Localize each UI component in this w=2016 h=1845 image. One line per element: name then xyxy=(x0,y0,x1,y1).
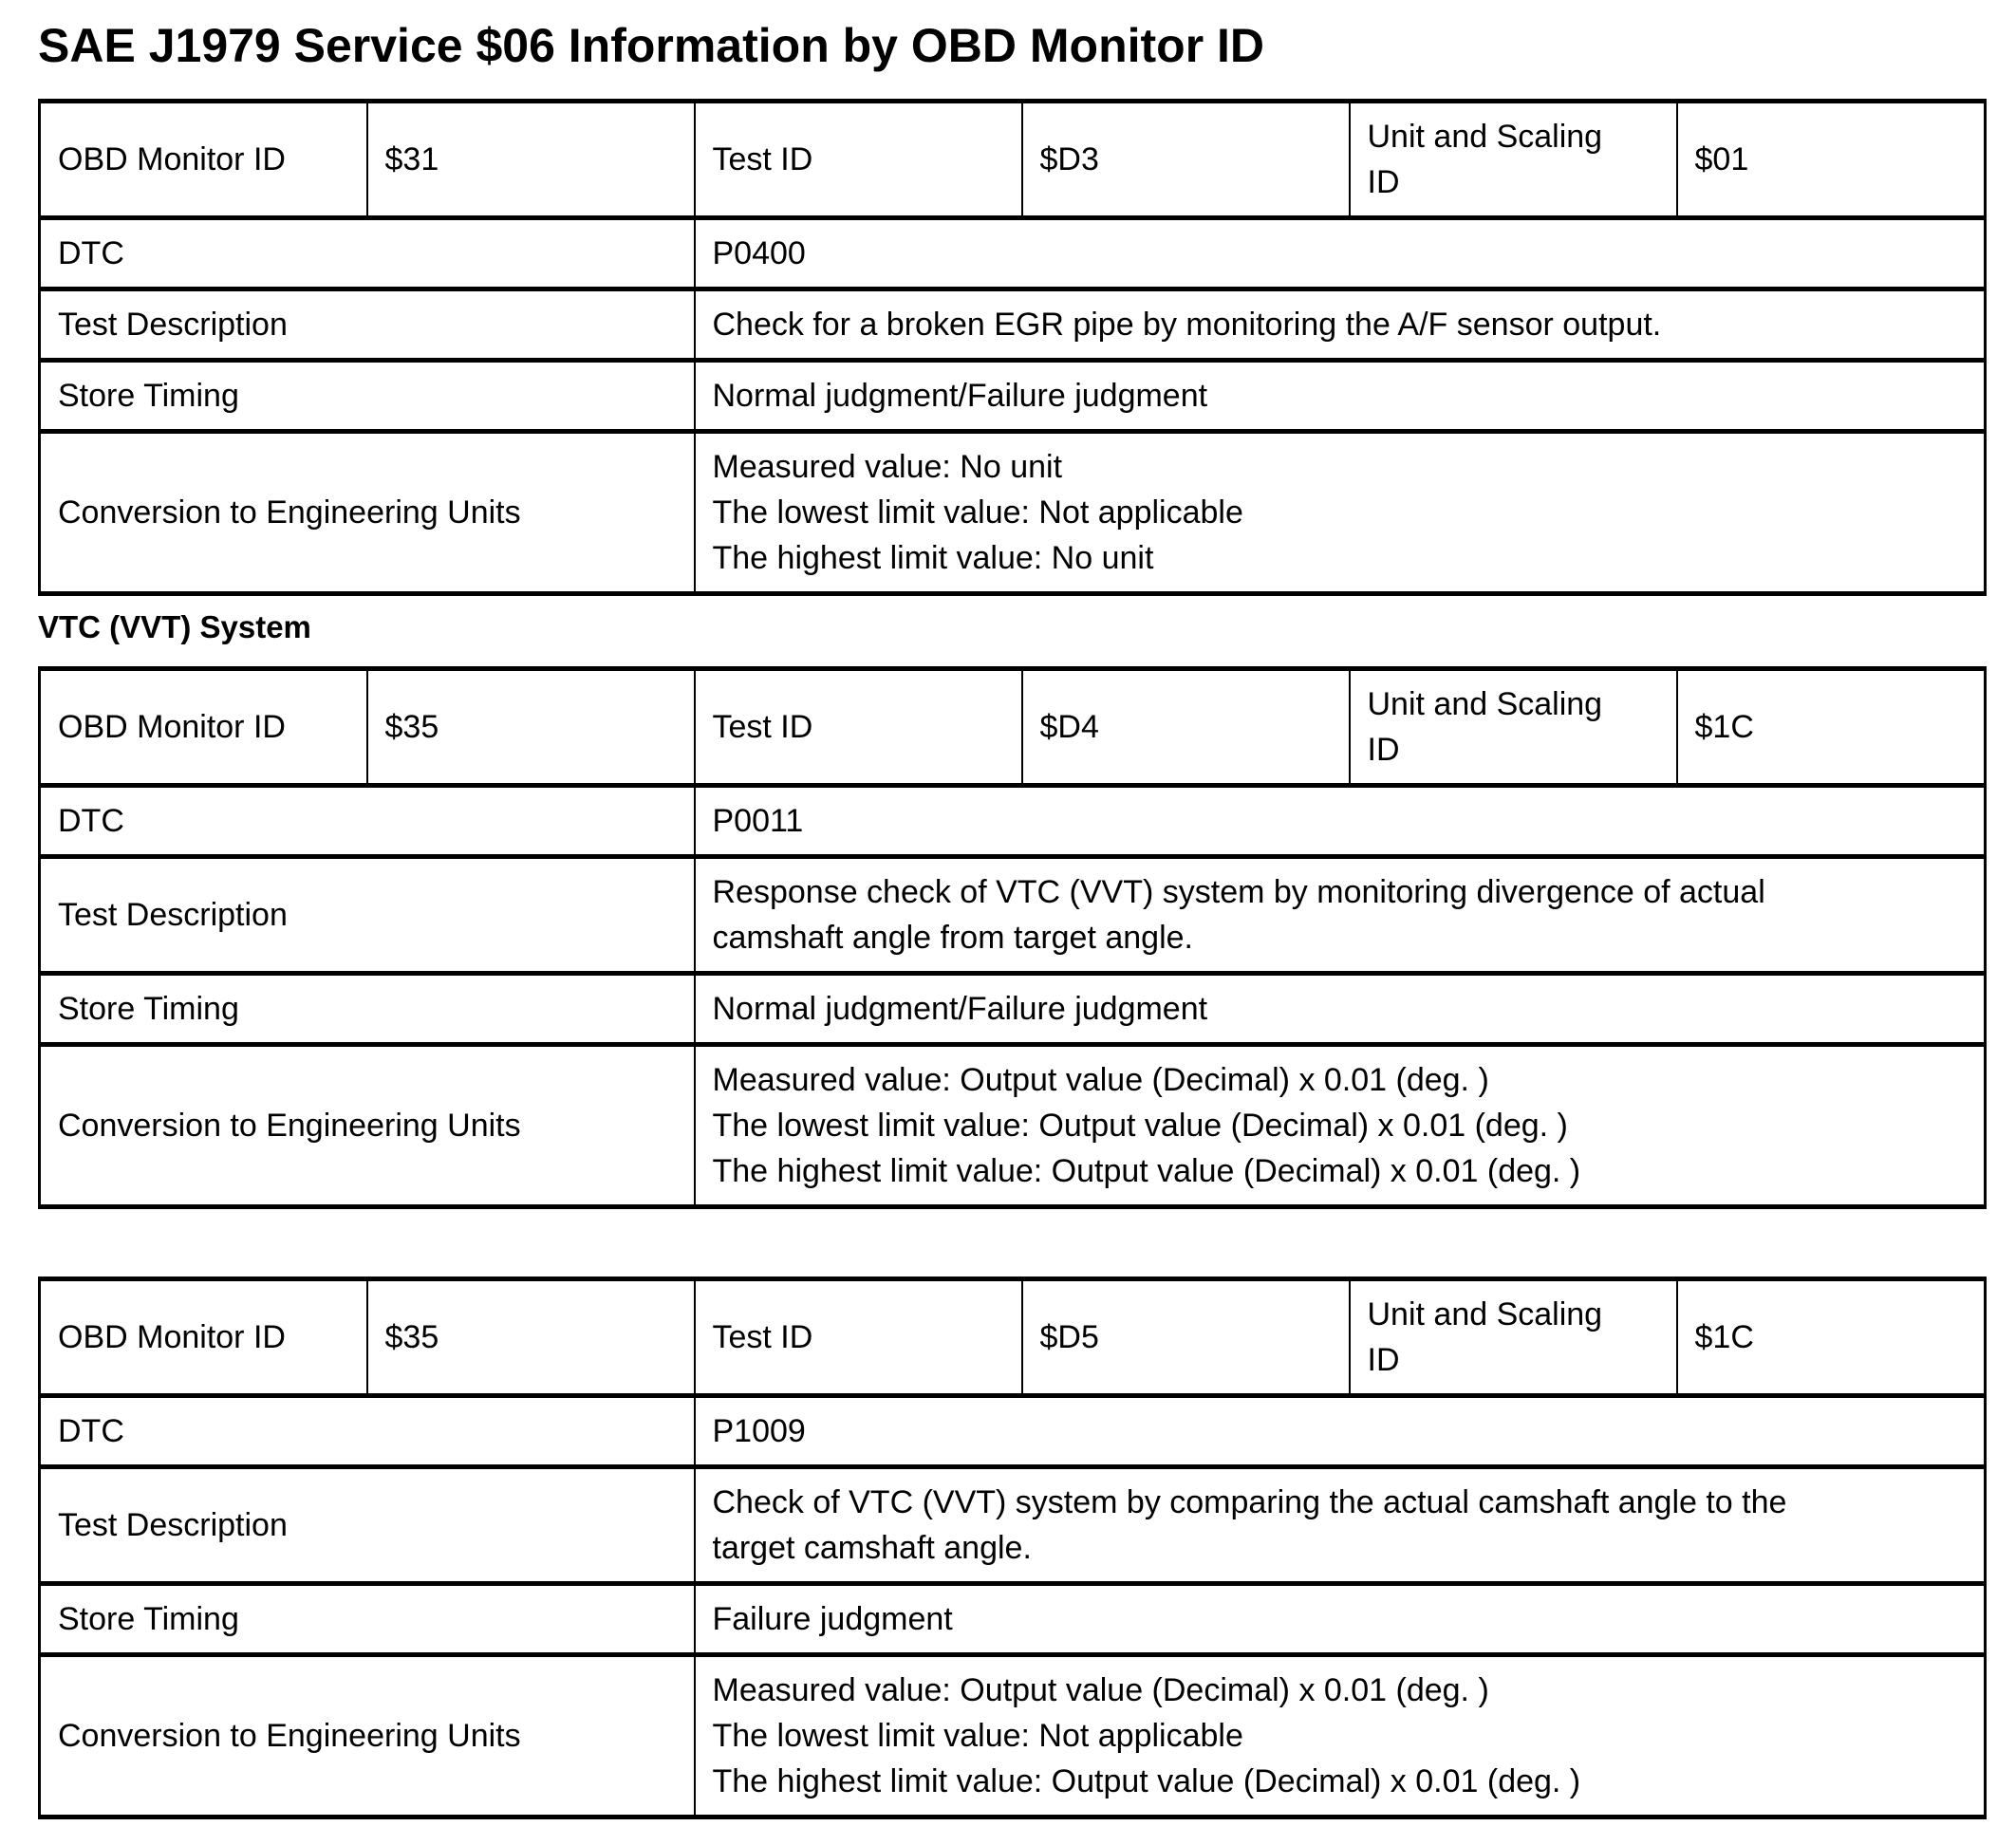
conversion-value: Measured value: No unit The lowest limit… xyxy=(693,428,1987,596)
conversion-measured-line: Measured value: No unit xyxy=(712,448,1063,485)
conversion-label: Conversion to Engineering Units xyxy=(38,1651,696,1819)
conversion-highest-line: The highest limit value: Output value (D… xyxy=(712,1152,1581,1189)
obd-monitor-id-value: $35 xyxy=(365,1276,696,1398)
test-description-value: Check for a broken EGR pipe by monitorin… xyxy=(693,286,1987,363)
table-row-dtc: DTC P0400 xyxy=(38,214,1987,291)
table-row-test-description: Test Description Response check of VTC (… xyxy=(38,853,1987,976)
dtc-label: DTC xyxy=(38,1392,696,1469)
test-description-label: Test Description xyxy=(38,286,696,363)
obd-monitor-id-value: $31 xyxy=(365,98,696,220)
unit-scaling-id-label: Unit and Scaling ID xyxy=(1348,1276,1678,1398)
table-row-test-description: Test Description Check for a broken EGR … xyxy=(38,286,1987,363)
test-description-text: Check for a broken EGR pipe by monitorin… xyxy=(712,306,1662,343)
unit-scaling-id-value: $1C xyxy=(1675,665,1987,788)
conversion-label: Conversion to Engineering Units xyxy=(38,428,696,596)
test-description-label: Test Description xyxy=(38,1463,696,1586)
dtc-label: DTC xyxy=(38,782,696,859)
conversion-lowest-line: The lowest limit value: Output value (De… xyxy=(712,1107,1568,1144)
store-timing-label: Store Timing xyxy=(38,970,696,1047)
test-description-text: Check of VTC (VVT) system by comparing t… xyxy=(712,1483,1787,1566)
table-row-conversion: Conversion to Engineering Units Measured… xyxy=(38,428,1987,596)
unit-scaling-id-value: $01 xyxy=(1675,98,1987,220)
test-description-text: Response check of VTC (VVT) system by mo… xyxy=(712,873,1765,956)
unit-scaling-id-label-text: Unit and Scaling ID xyxy=(1367,685,1603,768)
test-description-value: Response check of VTC (VVT) system by mo… xyxy=(693,853,1987,976)
table-row-store-timing: Store Timing Failure judgment xyxy=(38,1580,1987,1657)
obd-monitor-table-3: OBD Monitor ID $35 Test ID $D5 Unit and … xyxy=(38,1276,1987,1819)
obd-monitor-table-2: OBD Monitor ID $35 Test ID $D4 Unit and … xyxy=(38,665,1987,1209)
dtc-value: P1009 xyxy=(693,1392,1987,1469)
test-id-value: $D3 xyxy=(1020,98,1351,220)
unit-scaling-id-label: Unit and Scaling ID xyxy=(1348,98,1678,220)
conversion-measured-line: Measured value: Output value (Decimal) x… xyxy=(712,1671,1489,1708)
store-timing-text: Failure judgment xyxy=(712,1600,953,1637)
store-timing-value: Normal judgment/Failure judgment xyxy=(693,970,1987,1047)
conversion-measured-line: Measured value: Output value (Decimal) x… xyxy=(712,1061,1489,1098)
table-row-conversion: Conversion to Engineering Units Measured… xyxy=(38,1041,1987,1209)
page-title: SAE J1979 Service $06 Information by OBD… xyxy=(38,19,1265,72)
obd-monitor-id-label: OBD Monitor ID xyxy=(38,98,368,220)
conversion-value: Measured value: Output value (Decimal) x… xyxy=(693,1651,1987,1819)
unit-scaling-id-label: Unit and Scaling ID xyxy=(1348,665,1678,788)
obd-monitor-table-1: OBD Monitor ID $31 Test ID $D3 Unit and … xyxy=(38,98,1987,596)
test-id-label: Test ID xyxy=(693,665,1023,788)
store-timing-text: Normal judgment/Failure judgment xyxy=(712,990,1208,1027)
test-id-label: Test ID xyxy=(693,1276,1023,1398)
table-row-dtc: DTC P0011 xyxy=(38,782,1987,859)
table-row-store-timing: Store Timing Normal judgment/Failure jud… xyxy=(38,357,1987,434)
obd-monitor-id-label: OBD Monitor ID xyxy=(38,665,368,788)
obd-monitor-id-value: $35 xyxy=(365,665,696,788)
obd-monitor-id-label: OBD Monitor ID xyxy=(38,1276,368,1398)
dtc-value: P0011 xyxy=(693,782,1987,859)
table-row-dtc: DTC P1009 xyxy=(38,1392,1987,1469)
unit-scaling-id-label-text: Unit and Scaling ID xyxy=(1367,118,1603,200)
test-id-label: Test ID xyxy=(693,98,1023,220)
conversion-highest-line: The highest limit value: Output value (D… xyxy=(712,1762,1581,1799)
store-timing-value: Failure judgment xyxy=(693,1580,1987,1657)
table-row-header: OBD Monitor ID $35 Test ID $D5 Unit and … xyxy=(38,1276,1987,1398)
store-timing-label: Store Timing xyxy=(38,357,696,434)
conversion-label: Conversion to Engineering Units xyxy=(38,1041,696,1209)
dtc-label: DTC xyxy=(38,214,696,291)
unit-scaling-id-label-text: Unit and Scaling ID xyxy=(1367,1295,1603,1378)
store-timing-text: Normal judgment/Failure judgment xyxy=(712,377,1208,414)
dtc-value: P0400 xyxy=(693,214,1987,291)
store-timing-value: Normal judgment/Failure judgment xyxy=(693,357,1987,434)
test-id-value: $D4 xyxy=(1020,665,1351,788)
section-heading-vtc-vvt-system: VTC (VVT) System xyxy=(38,608,311,644)
table-row-test-description: Test Description Check of VTC (VVT) syst… xyxy=(38,1463,1987,1586)
unit-scaling-id-value: $1C xyxy=(1675,1276,1987,1398)
conversion-highest-line: The highest limit value: No unit xyxy=(712,539,1154,576)
conversion-lowest-line: The lowest limit value: Not applicable xyxy=(712,494,1243,531)
conversion-value: Measured value: Output value (Decimal) x… xyxy=(693,1041,1987,1209)
table-row-header: OBD Monitor ID $31 Test ID $D3 Unit and … xyxy=(38,98,1987,220)
table-row-header: OBD Monitor ID $35 Test ID $D4 Unit and … xyxy=(38,665,1987,788)
conversion-lowest-line: The lowest limit value: Not applicable xyxy=(712,1717,1243,1754)
test-description-value: Check of VTC (VVT) system by comparing t… xyxy=(693,1463,1987,1586)
table-row-store-timing: Store Timing Normal judgment/Failure jud… xyxy=(38,970,1987,1047)
table-row-conversion: Conversion to Engineering Units Measured… xyxy=(38,1651,1987,1819)
test-id-value: $D5 xyxy=(1020,1276,1351,1398)
test-description-label: Test Description xyxy=(38,853,696,976)
store-timing-label: Store Timing xyxy=(38,1580,696,1657)
